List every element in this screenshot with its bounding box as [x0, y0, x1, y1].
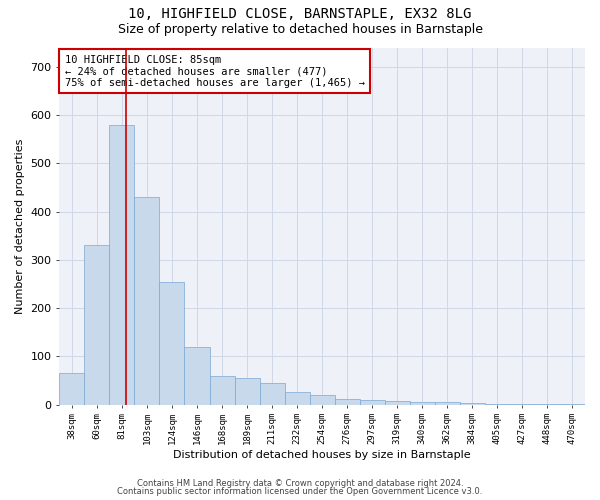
Bar — [59, 373, 85, 404]
Bar — [410, 402, 435, 404]
Bar — [109, 124, 134, 404]
Bar — [235, 378, 260, 404]
Text: Contains public sector information licensed under the Open Government Licence v3: Contains public sector information licen… — [118, 487, 482, 496]
X-axis label: Distribution of detached houses by size in Barnstaple: Distribution of detached houses by size … — [173, 450, 471, 460]
Bar — [260, 383, 284, 404]
Text: 10, HIGHFIELD CLOSE, BARNSTAPLE, EX32 8LG: 10, HIGHFIELD CLOSE, BARNSTAPLE, EX32 8L… — [128, 8, 472, 22]
Bar — [460, 403, 485, 404]
Y-axis label: Number of detached properties: Number of detached properties — [15, 138, 25, 314]
Bar — [385, 400, 410, 404]
Text: 10 HIGHFIELD CLOSE: 85sqm
← 24% of detached houses are smaller (477)
75% of semi: 10 HIGHFIELD CLOSE: 85sqm ← 24% of detac… — [65, 54, 365, 88]
Bar — [209, 376, 235, 404]
Text: Size of property relative to detached houses in Barnstaple: Size of property relative to detached ho… — [118, 22, 482, 36]
Bar — [134, 197, 160, 404]
Bar — [335, 399, 360, 404]
Bar — [284, 392, 310, 404]
Bar — [360, 400, 385, 404]
Text: Contains HM Land Registry data © Crown copyright and database right 2024.: Contains HM Land Registry data © Crown c… — [137, 478, 463, 488]
Bar — [160, 282, 184, 405]
Bar — [184, 346, 209, 405]
Bar — [435, 402, 460, 404]
Bar — [310, 395, 335, 404]
Bar — [85, 246, 109, 404]
